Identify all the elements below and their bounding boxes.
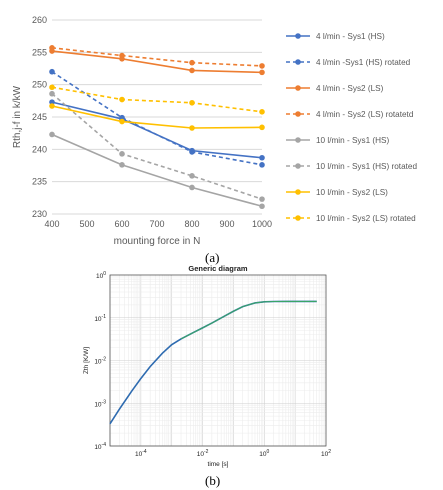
data-point (119, 151, 125, 157)
y-axis-label: Rth,j-f in k/kW (12, 85, 23, 148)
data-point (259, 154, 265, 161)
x-tick-label: 10-4 (135, 449, 147, 458)
data-point (189, 99, 195, 106)
data-point (259, 196, 265, 202)
data-point (119, 114, 125, 121)
data-point (189, 59, 195, 66)
x-tick-label: 1000 (252, 219, 272, 229)
x-axis-label: time [s] (208, 461, 229, 468)
data-point (189, 67, 195, 74)
data-point (259, 124, 265, 131)
data-point (49, 90, 55, 97)
y-tick-label: 255 (32, 47, 47, 57)
plot-frame (109, 274, 327, 447)
series-line (51, 86, 263, 113)
legend-marker (295, 59, 301, 65)
y-tick-label: 235 (32, 177, 47, 187)
y-tick-label: 240 (32, 144, 47, 154)
legend-marker (295, 33, 301, 39)
y-tick-label: 10-1 (94, 314, 106, 323)
x-tick-label: 800 (184, 219, 199, 229)
x-tick-label: 400 (44, 219, 59, 229)
x-tick-label: 500 (79, 219, 94, 229)
data-point (49, 84, 55, 91)
data-point (119, 162, 125, 168)
legend-label: 4 l/min - Sys1 (HS) (316, 32, 385, 41)
chart-title: Generic diagram (188, 264, 248, 273)
y-tick-label: 245 (32, 112, 47, 122)
legend-label: 4 l/min - Sys2 (LS) rotatetd (316, 110, 414, 119)
data-point (189, 149, 195, 155)
series-line (51, 133, 263, 208)
data-point (259, 203, 265, 210)
data-point (189, 125, 195, 131)
data-point (259, 109, 265, 115)
data-point (49, 131, 55, 138)
panel-label-a: (a) (205, 250, 220, 265)
series-line (51, 93, 263, 200)
legend-label: 10 l/min - Sys1 (HS) rotated (316, 162, 417, 171)
data-point (189, 184, 195, 191)
data-point (49, 45, 55, 51)
panel-label-b: (b) (205, 473, 221, 488)
data-point (259, 63, 265, 69)
series-line (51, 71, 263, 166)
series-line (51, 47, 263, 67)
x-tick-label: 900 (219, 219, 234, 229)
x-axis-label: mounting force in N (114, 236, 201, 247)
data-point (119, 52, 125, 59)
data-point (259, 162, 265, 168)
x-tick-label: 102 (321, 449, 331, 458)
y-tick-label: 230 (32, 209, 47, 219)
y-tick-label: 250 (32, 80, 47, 90)
y-tick-label: 10-3 (94, 399, 106, 408)
legend-marker (295, 85, 301, 91)
legend-marker (295, 163, 301, 169)
legend-label: 4 l/min -Sys1 (HS) rotated (316, 58, 411, 67)
legend-label: 10 l/min - Sys2 (LS) (316, 188, 388, 197)
y-tick-label: 10-2 (94, 357, 106, 366)
data-point (259, 69, 265, 76)
legend-marker (295, 111, 301, 117)
series-line (51, 105, 263, 129)
legend-label: 10 l/min - Sys1 (HS) (316, 136, 390, 145)
y-axis-label: Zth [K/W] (83, 347, 90, 374)
data-point (49, 99, 55, 105)
x-tick-label: 100 (259, 449, 269, 458)
series-line (51, 50, 263, 74)
legend-marker (295, 137, 301, 143)
data-point (119, 118, 125, 125)
data-point (119, 96, 125, 103)
x-tick-label: 10-2 (197, 449, 209, 458)
chart-a: 230 235 240 245 250 255 260 400 500 600 700 800 900 1… (12, 15, 417, 247)
y-tick-label: 260 (32, 15, 47, 25)
data-point (189, 173, 195, 179)
legend-marker (295, 189, 301, 195)
legend-label: 4 l/min - Sys2 (LS) (316, 84, 384, 93)
y-tick-label: 10-4 (94, 442, 106, 451)
chart-b: Generic diagram 10-4 10-2 100 102 10-4 10-3 10-… (83, 264, 331, 468)
y-tick-label: 100 (96, 271, 106, 280)
legend-marker (295, 215, 301, 221)
zth-curve-highlight (180, 300, 317, 340)
data-point (49, 68, 55, 75)
legend-label: 10 l/min - Sys2 (LS) rotated (316, 214, 416, 223)
x-tick-label: 700 (149, 219, 164, 229)
x-tick-label: 600 (114, 219, 129, 229)
data-point (49, 103, 55, 109)
